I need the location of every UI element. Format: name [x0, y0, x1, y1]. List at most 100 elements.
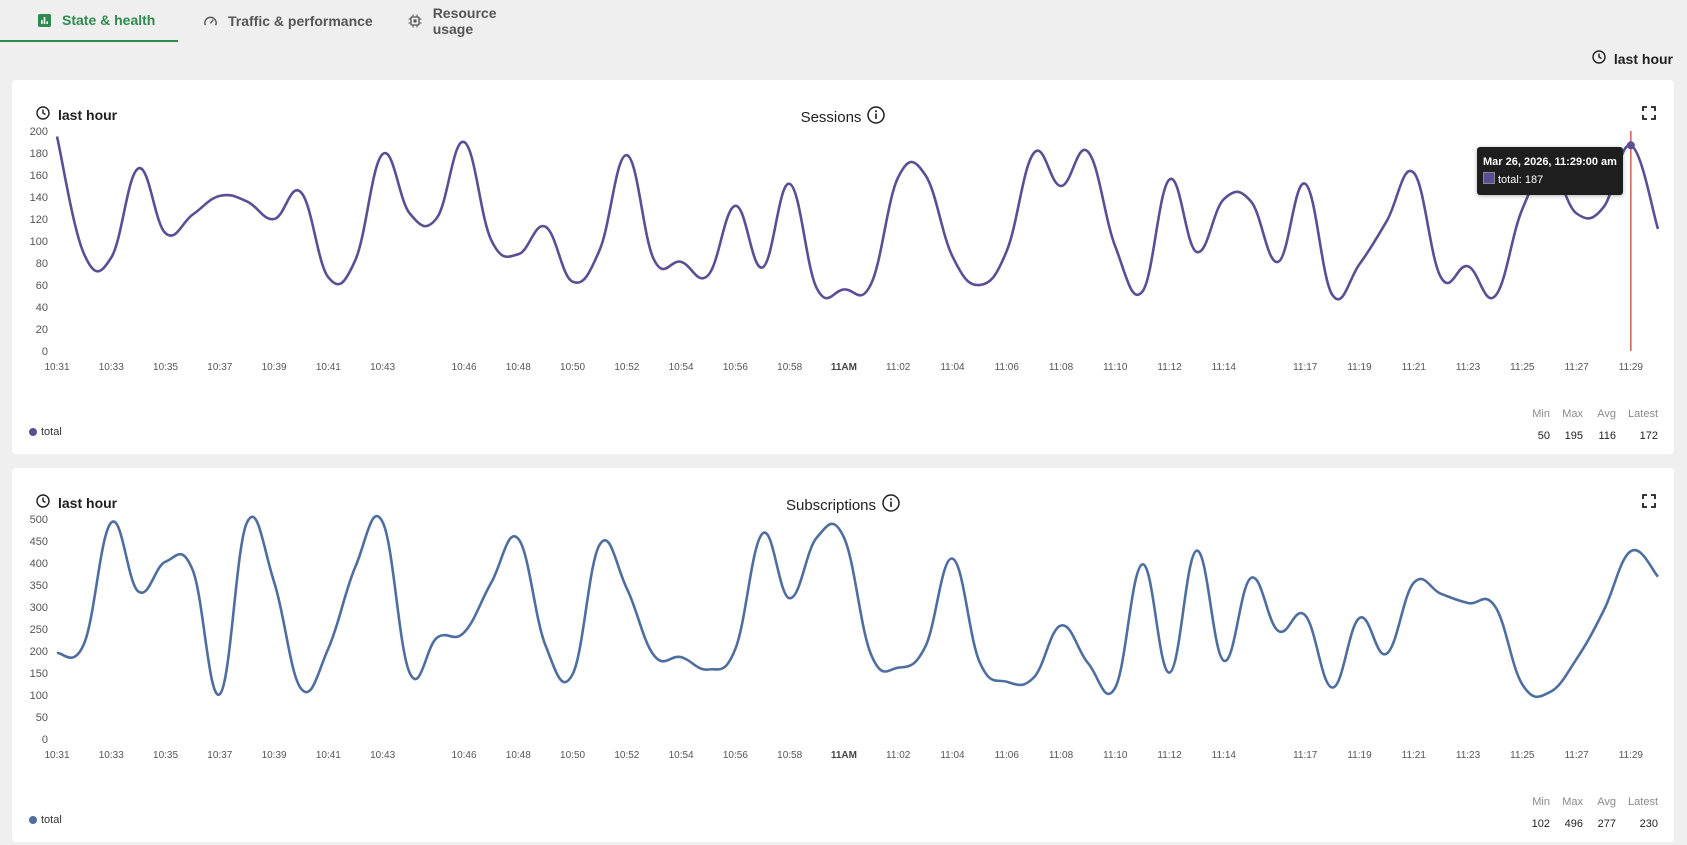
x-tick-label: 11:29 [1619, 362, 1644, 373]
x-tick-label: 10:37 [207, 362, 232, 373]
stat-latest-value: 230 [1639, 818, 1658, 830]
y-tick-label: 80 [36, 258, 48, 270]
global-time-range-selector[interactable]: last hour [1592, 50, 1673, 67]
sessions-card: Sessions last hour 0 20 40 60 80 100 120 140 160… [12, 80, 1674, 454]
y-tick-label: 200 [30, 646, 48, 658]
y-tick-label: 50 [36, 712, 48, 724]
chip-icon [408, 13, 423, 29]
x-tick-label: 10:35 [153, 362, 178, 373]
x-tick-label: 11:04 [940, 750, 965, 761]
x-tick-label: 11AM [831, 750, 857, 761]
x-tick-label: 11:10 [1103, 750, 1128, 761]
x-tick-label: 11AM [831, 362, 857, 373]
legend-dot [29, 816, 37, 824]
chart-time-range-label: last hour [58, 494, 118, 511]
stat-max-value: 195 [1564, 430, 1583, 442]
legend-dot [29, 428, 37, 436]
x-tick-label: 10:31 [44, 362, 69, 373]
x-tick-label: 10:56 [723, 750, 748, 761]
x-tick-label: 10:37 [207, 750, 232, 761]
x-tick-label: 10:43 [370, 362, 395, 373]
x-tick-label: 11:06 [995, 362, 1020, 373]
x-tick-label: 10:58 [777, 362, 802, 373]
y-tick-label: 40 [36, 302, 48, 314]
series-swatch [1483, 172, 1495, 184]
chart-legend[interactable]: total [29, 814, 62, 826]
chart-legend[interactable]: total [29, 426, 62, 438]
chart-time-range[interactable]: last hour [36, 494, 117, 511]
subscriptions-line-chart[interactable]: 0 50 100 150 200 250 300 350 400 450 500 10:31 10:33… [12, 468, 1674, 798]
x-tick-label: 11:21 [1402, 750, 1427, 761]
x-tick-label: 11:02 [886, 750, 911, 761]
x-tick-label: 10:39 [262, 750, 287, 761]
stat-avg-value: 116 [1598, 430, 1616, 442]
tab-resource-usage[interactable]: Resource usage [382, 1, 532, 41]
y-tick-label: 0 [42, 346, 48, 358]
x-tick-label: 10:52 [614, 750, 639, 761]
chart-stats: Min Max Avg Latest 50 195 116 172 [1517, 408, 1658, 442]
x-tick-label: 11:25 [1510, 750, 1535, 761]
y-tick-label: 60 [36, 280, 48, 292]
x-tick-label: 11:10 [1103, 362, 1128, 373]
subscriptions-card: Subscriptions last hour 0 50 100 150 200 250 3… [12, 468, 1674, 842]
x-tick-label: 11:23 [1456, 750, 1481, 761]
stat-avg-label: Avg [1597, 408, 1616, 420]
stat-min-label: Min [1532, 408, 1550, 420]
x-tick-label: 11:12 [1157, 362, 1182, 373]
x-tick-label: 11:19 [1347, 362, 1372, 373]
hover-point [1626, 141, 1635, 150]
x-tick-label: 10:46 [452, 362, 477, 373]
x-tick-label: 11:14 [1212, 362, 1237, 373]
info-icon[interactable] [867, 106, 886, 128]
x-tick-label: 10:39 [262, 362, 287, 373]
tab-state-health[interactable]: State & health [0, 0, 178, 42]
chart-title-text: Subscriptions [785, 496, 877, 514]
global-time-range-label: last hour [1613, 50, 1673, 67]
x-tick-label: 10:41 [316, 362, 341, 373]
chart-title: Sessions [12, 106, 1674, 128]
chart-title: Subscriptions [12, 494, 1674, 516]
x-tick-label: 11:27 [1564, 750, 1589, 761]
y-tick-label: 300 [30, 602, 48, 614]
stat-avg-label: Avg [1597, 796, 1616, 808]
x-tick-label: 10:33 [99, 362, 124, 373]
fullscreen-icon[interactable] [1642, 106, 1658, 122]
x-tick-label: 11:17 [1293, 362, 1318, 373]
x-tick-label: 10:33 [99, 750, 124, 761]
x-tick-label: 11:06 [995, 750, 1020, 761]
tab-traffic-performance[interactable]: Traffic & performance [178, 1, 382, 41]
series-line-total [55, 136, 1660, 301]
x-tick-label: 11:02 [886, 362, 911, 373]
y-tick-label: 120 [30, 214, 48, 226]
tab-label: Resource usage [432, 5, 497, 37]
x-tick-label: 10:43 [370, 750, 395, 761]
chart-time-range[interactable]: last hour [36, 106, 117, 123]
chart-time-range-label: last hour [58, 106, 118, 123]
tooltip-value: total: 187 [1498, 174, 1544, 186]
fullscreen-icon[interactable] [1642, 494, 1658, 510]
x-tick-label: 10:58 [777, 750, 802, 761]
x-tick-label: 11:08 [1049, 362, 1074, 373]
card-header: Subscriptions last hour [12, 468, 1674, 528]
x-tick-label: 11:27 [1564, 362, 1589, 373]
y-tick-label: 350 [30, 580, 48, 592]
stat-avg-value: 277 [1597, 818, 1616, 830]
x-tick-label: 11:21 [1402, 362, 1427, 373]
sessions-line-chart[interactable]: 0 20 40 60 80 100 120 140 160 180 200 10:31 10:33 10:… [12, 80, 1674, 410]
series-line-total [56, 514, 1659, 699]
x-tick-label: 10:50 [560, 750, 585, 761]
stat-min-label: Min [1532, 796, 1550, 808]
y-tick-label: 160 [30, 170, 48, 182]
y-tick-label: 200 [30, 126, 48, 138]
y-tick-label: 180 [30, 148, 48, 160]
x-tick-label: 11:12 [1157, 750, 1182, 761]
y-tick-label: 500 [30, 514, 48, 526]
y-tick-label: 150 [30, 668, 48, 680]
info-icon[interactable] [882, 494, 900, 516]
x-tick-label: 11:08 [1049, 750, 1074, 761]
x-tick-label: 11:14 [1212, 750, 1237, 761]
x-tick-label: 11:29 [1619, 750, 1644, 761]
x-tick-label: 10:52 [614, 362, 639, 373]
y-tick-label: 0 [42, 734, 48, 746]
tab-label: Traffic & performance [228, 13, 373, 29]
